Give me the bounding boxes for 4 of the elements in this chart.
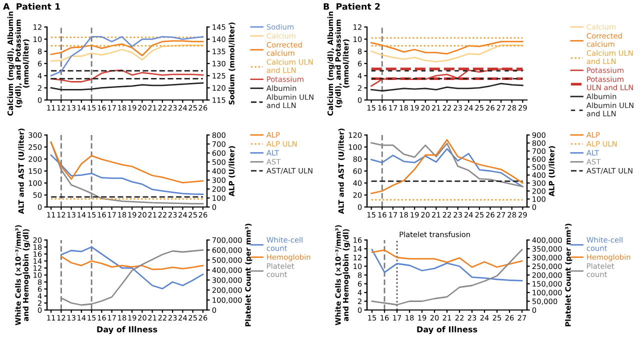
x-axis-title: Day of Illness	[417, 326, 478, 334]
chart-title: B Patient 2	[324, 3, 380, 10]
chart-title: A Patient 1	[3, 3, 60, 10]
x-axis-title: Day of Illness	[97, 326, 158, 334]
